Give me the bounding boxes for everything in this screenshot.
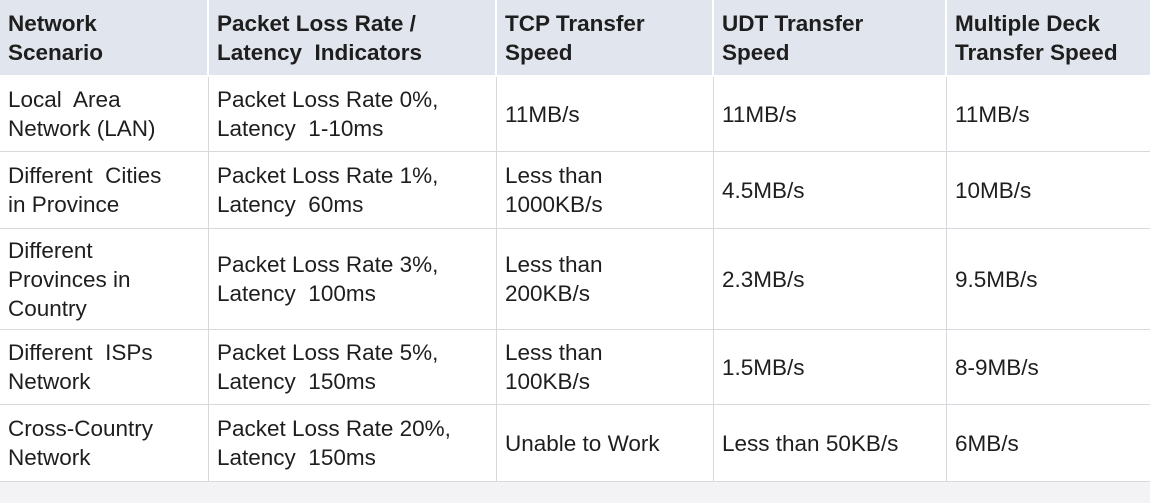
cell-text: Packet Loss Rate 0%, bbox=[217, 87, 439, 112]
cell-text: 9.5MB/s bbox=[955, 266, 1038, 292]
cell-text: 200KB/s bbox=[505, 281, 591, 306]
cell-text: Packet Loss Rate 1%, bbox=[217, 163, 439, 188]
table-cell: 1.5MB/s bbox=[714, 330, 947, 405]
table-cell: 10MB/s bbox=[947, 152, 1150, 229]
cell-text: 10MB/s bbox=[955, 177, 1032, 203]
table-cell: Packet Loss Rate 0%, Latency 1-10ms bbox=[209, 77, 497, 152]
cell-text: Packet Loss Rate 5%, bbox=[217, 340, 439, 365]
cell-text: Less than bbox=[505, 340, 603, 365]
cell-text: Different ISPs bbox=[8, 340, 153, 365]
table-cell: Packet Loss Rate 3%, Latency 100ms bbox=[209, 229, 497, 330]
cell-text: Latency 60ms bbox=[217, 192, 364, 217]
table-cell: 8-9MB/s bbox=[947, 330, 1150, 405]
cell-text: Packet Loss Rate / bbox=[217, 10, 416, 36]
cell-text: Less than bbox=[505, 163, 603, 188]
cell-text: Latency 150ms bbox=[217, 369, 376, 394]
cell-text: Network bbox=[8, 10, 97, 36]
header-cell: Multiple Deck Transfer Speed bbox=[947, 0, 1150, 77]
table-cell: Packet Loss Rate 20%, Latency 150ms bbox=[209, 405, 497, 482]
table-cell: Less than 1000KB/s bbox=[497, 152, 714, 229]
cell-text: TCP Transfer bbox=[505, 10, 645, 36]
cell-text: 2.3MB/s bbox=[722, 266, 805, 292]
table-cell: Less than 200KB/s bbox=[497, 229, 714, 330]
cell-text: Unable to Work bbox=[505, 430, 660, 456]
cell-text: Packet Loss Rate 20%, bbox=[217, 416, 451, 441]
table-cell: Cross-Country Network bbox=[0, 405, 209, 482]
table: Network Scenario Packet Loss Rate / Latency… bbox=[0, 0, 1150, 482]
cell-text: 11MB/s bbox=[955, 101, 1030, 127]
cell-text: Provinces in bbox=[8, 266, 131, 292]
cell-text: 8-9MB/s bbox=[955, 354, 1039, 380]
cell-text: Latency Indicators bbox=[217, 39, 423, 65]
table-cell: 6MB/s bbox=[947, 405, 1150, 482]
table-cell: 11MB/s bbox=[947, 77, 1150, 152]
table-cell: Local Area Network (LAN) bbox=[0, 77, 209, 152]
cell-text: Multiple Deck bbox=[955, 10, 1101, 36]
cell-text: Latency 100ms bbox=[217, 281, 376, 306]
header-cell: TCP Transfer Speed bbox=[497, 0, 714, 77]
cell-text: 11MB/s bbox=[505, 101, 580, 127]
cell-text: 6MB/s bbox=[955, 430, 1019, 456]
cell-text: in Province bbox=[8, 192, 120, 217]
table-cell: Packet Loss Rate 5%, Latency 150ms bbox=[209, 330, 497, 405]
cell-text: Latency 1-10ms bbox=[217, 116, 384, 141]
header-cell: Network Scenario bbox=[0, 0, 209, 77]
cell-text: Different Cities bbox=[8, 163, 162, 188]
cell-text: Network bbox=[8, 445, 91, 470]
cell-text: Country bbox=[8, 295, 87, 321]
table-cell: 11MB/s bbox=[497, 77, 714, 152]
table-cell: Less than 100KB/s bbox=[497, 330, 714, 405]
table-cell: Different ISPs Network bbox=[0, 330, 209, 405]
table-cell: 9.5MB/s bbox=[947, 229, 1150, 330]
table-cell: 2.3MB/s bbox=[714, 229, 947, 330]
cell-text: Different bbox=[8, 237, 93, 263]
cell-text: Network (LAN) bbox=[8, 116, 156, 141]
cell-text: Transfer Speed bbox=[955, 39, 1118, 65]
cell-text: 11MB/s bbox=[722, 101, 797, 127]
cell-text: Less than 50KB/s bbox=[722, 430, 899, 456]
cell-text: Network bbox=[8, 369, 91, 394]
header-cell: UDT Transfer Speed bbox=[714, 0, 947, 77]
header-cell: Packet Loss Rate / Latency Indicators bbox=[209, 0, 497, 77]
cell-text: Cross-Country bbox=[8, 416, 154, 441]
table-cell: Less than 50KB/s bbox=[714, 405, 947, 482]
cell-text: 100KB/s bbox=[505, 369, 591, 394]
cell-text: Speed bbox=[505, 39, 573, 65]
cell-text: Less than bbox=[505, 252, 603, 277]
cell-text: 4.5MB/s bbox=[722, 177, 805, 203]
cell-text: 1.5MB/s bbox=[722, 354, 805, 380]
table-cell: 11MB/s bbox=[714, 77, 947, 152]
table-cell: 4.5MB/s bbox=[714, 152, 947, 229]
cell-text: Speed bbox=[722, 39, 790, 65]
cell-text: 1000KB/s bbox=[505, 192, 603, 217]
table-cell: Unable to Work bbox=[497, 405, 714, 482]
cell-text: Packet Loss Rate 3%, bbox=[217, 252, 439, 277]
table-cell: Different Provinces in Country bbox=[0, 229, 209, 330]
cell-text: Local Area bbox=[8, 87, 121, 112]
cell-text: Latency 150ms bbox=[217, 445, 376, 470]
cell-text: UDT Transfer bbox=[722, 10, 864, 36]
table-cell: Packet Loss Rate 1%, Latency 60ms bbox=[209, 152, 497, 229]
cell-text: Scenario bbox=[8, 39, 104, 65]
table-cell: Different Cities in Province bbox=[0, 152, 209, 229]
